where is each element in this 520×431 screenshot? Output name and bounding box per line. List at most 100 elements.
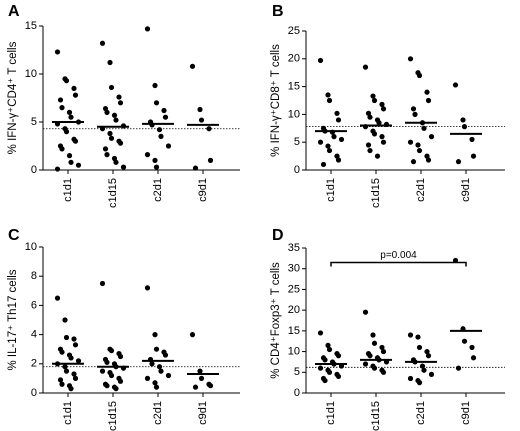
data-point — [107, 130, 113, 137]
data-point — [162, 352, 169, 358]
data-point — [197, 106, 203, 113]
data-point — [63, 78, 70, 84]
x-tick-label: c2d1 — [415, 401, 427, 425]
y-tick-label: 15 — [288, 325, 300, 337]
data-point — [62, 317, 68, 323]
x-tick-label: c1d15 — [107, 401, 119, 431]
x-tick-label: c1d1 — [62, 401, 74, 425]
x-tick-label: c1d1 — [62, 178, 74, 202]
data-point — [68, 355, 74, 361]
x-tick-label: c1d15 — [107, 178, 119, 208]
data-point — [162, 114, 169, 120]
data-point — [325, 342, 331, 348]
data-point — [320, 161, 327, 168]
data-point — [72, 342, 79, 348]
data-point — [425, 157, 432, 163]
y-axis-label: % IFN-γ⁺CD4⁺ T cells — [7, 41, 19, 154]
data-point — [72, 92, 79, 98]
data-point — [421, 125, 427, 131]
data-point — [54, 166, 61, 172]
data-point — [460, 117, 466, 123]
data-point — [326, 346, 333, 353]
data-point — [192, 165, 199, 171]
data-point — [325, 143, 331, 149]
data-point — [469, 136, 475, 143]
y-axis-label: % IL-17⁺ Th17 cells — [7, 269, 19, 370]
y-tick-label: 5 — [31, 116, 37, 128]
y-axis-label: % IFN-γ⁺CD8⁺ T cells — [270, 44, 282, 157]
data-point — [99, 280, 106, 287]
data-point — [198, 375, 205, 381]
data-point — [428, 371, 435, 377]
data-point — [104, 359, 110, 365]
x-tick-label: c2d1 — [152, 178, 164, 202]
y-tick-label: 20 — [288, 304, 300, 316]
data-point — [120, 164, 127, 170]
y-tick-label: 0 — [31, 387, 37, 399]
data-point — [379, 101, 385, 107]
data-point — [108, 84, 115, 91]
x-tick-label: c2d1 — [415, 178, 427, 202]
y-tick-label: 4 — [31, 329, 37, 341]
data-point — [117, 100, 124, 106]
y-tick-label: 10 — [288, 108, 300, 120]
significance-bracket — [330, 261, 467, 267]
y-tick-label: 30 — [288, 263, 300, 275]
x-tick-label: c1d15 — [370, 178, 382, 208]
y-tick-label: 15 — [25, 20, 37, 32]
data-point — [407, 332, 414, 338]
data-point — [99, 368, 106, 374]
data-point — [419, 363, 426, 369]
data-point — [68, 159, 74, 165]
y-axis-label: % CD4⁺Foxp3⁺ T cells — [270, 262, 282, 379]
data-point — [152, 82, 158, 89]
data-point — [380, 348, 387, 355]
data-point — [113, 386, 119, 392]
data-point — [470, 355, 477, 361]
y-tick-label: 5 — [294, 366, 300, 378]
y-tick-label: 0 — [294, 387, 300, 399]
data-point — [207, 157, 214, 163]
data-point — [367, 147, 373, 154]
data-point — [379, 134, 385, 140]
data-point — [470, 153, 477, 159]
data-point — [63, 368, 70, 374]
data-point — [410, 106, 417, 112]
data-point — [370, 93, 376, 99]
data-point — [371, 131, 378, 137]
y-tick-label: 2 — [31, 358, 37, 370]
data-point — [68, 114, 74, 120]
data-point — [153, 164, 160, 170]
data-point — [108, 135, 115, 141]
data-point — [153, 384, 160, 390]
data-point — [144, 375, 151, 381]
y-tick-label: 10 — [25, 68, 37, 80]
data-point — [415, 334, 421, 340]
y-tick-label: 10 — [25, 241, 37, 253]
data-point — [72, 138, 79, 144]
data-point — [362, 64, 369, 70]
data-point — [57, 97, 64, 103]
data-point — [455, 365, 462, 371]
y-tick-label: 8 — [31, 270, 37, 282]
data-point — [371, 97, 378, 104]
y-tick-label: 25 — [288, 283, 300, 295]
data-point — [189, 63, 196, 69]
y-tick-label: 10 — [288, 345, 300, 357]
data-point — [380, 369, 387, 375]
x-tick-label: c1d1 — [325, 401, 337, 425]
data-point — [113, 159, 119, 165]
data-point — [322, 377, 328, 384]
data-point — [371, 340, 378, 346]
data-point — [62, 364, 68, 370]
data-point — [75, 358, 82, 364]
data-point — [107, 59, 113, 66]
data-point — [317, 330, 324, 336]
data-point — [317, 57, 324, 64]
data-point — [376, 120, 382, 126]
data-point — [99, 40, 106, 46]
data-point — [75, 162, 82, 168]
data-point — [334, 110, 340, 116]
data-point — [335, 117, 342, 123]
data-point — [108, 348, 115, 354]
